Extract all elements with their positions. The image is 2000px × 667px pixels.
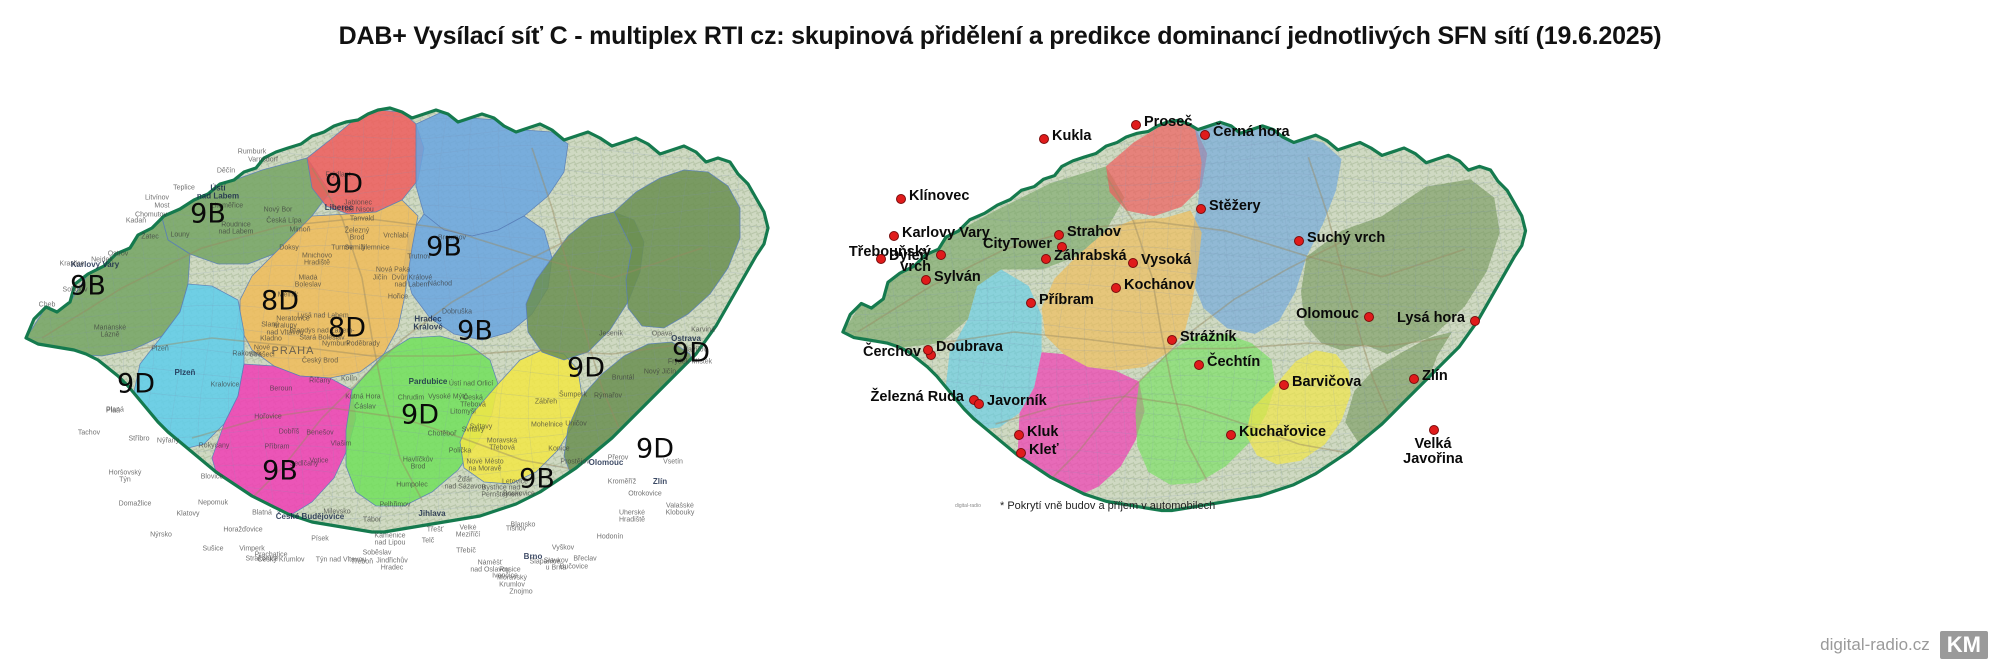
tiny-mark: digital-radio bbox=[955, 503, 981, 509]
coverage-footnote: * Pokrytí vně budov a příjem v automobil… bbox=[1000, 500, 1216, 512]
right-map-stage: Klínovec Karlovy Vary Třebouňský vrch Dyleň S… bbox=[790, 62, 2000, 602]
left-map-stage: Karlovy Vary Cheb Sokolov Ostrov Nejdek Krasl… bbox=[0, 62, 790, 602]
left-map-svg bbox=[24, 106, 770, 534]
watermark: digital-radio.cz KM bbox=[1820, 631, 1988, 659]
map-panel-allocations[interactable]: Karlovy Vary Cheb Sokolov Ostrov Nejdek Krasl… bbox=[0, 62, 790, 602]
watermark-badge: KM bbox=[1939, 631, 1988, 659]
page-title: DAB+ Vysílací síť C - multiplex RTI cz: … bbox=[338, 22, 1662, 50]
right-map-svg bbox=[841, 118, 1528, 513]
map-panel-coverage[interactable]: Klínovec Karlovy Vary Třebouňský vrch Dyleň S… bbox=[790, 62, 2000, 602]
watermark-site: digital-radio.cz bbox=[1820, 635, 1930, 654]
